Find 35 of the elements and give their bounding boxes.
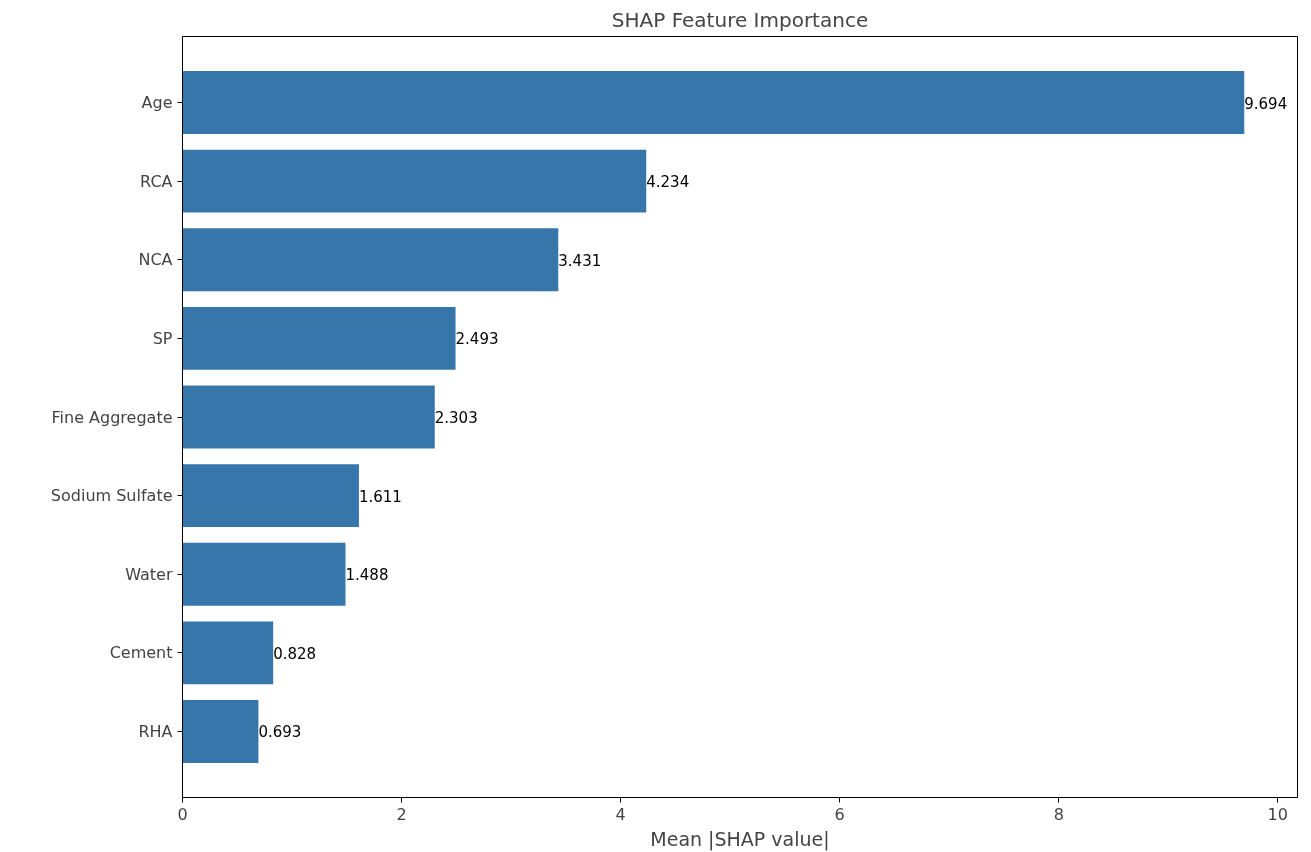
x-tick-label: 2 [396,804,407,824]
x-tick-label: 10 [1267,804,1288,824]
bar [182,700,259,763]
y-tick-label: NCA [138,250,173,270]
data-label: 2.493 [455,330,499,349]
bar [182,228,559,292]
bar [182,542,346,606]
data-label: 4.234 [646,173,690,192]
x-tick-label: 8 [1053,804,1064,824]
y-tick-label: RCA [140,171,173,191]
y-tick-label: Fine Aggregate [51,407,173,427]
bar [182,306,456,370]
data-label: 0.828 [273,644,317,663]
chart-title: SHAP Feature Importance [611,7,869,32]
bar [182,621,274,685]
y-tick-label: Age [141,93,173,113]
x-tick-label: 0 [177,804,188,824]
bar [182,385,435,449]
x-axis-title: Mean |SHAP value| [650,827,830,851]
data-label: 9.694 [1244,94,1288,113]
y-tick-label: SP [152,328,173,348]
y-tick-label: Sodium Sulfate [50,486,173,506]
data-label: 1.611 [358,487,402,506]
bar [182,71,1245,134]
y-tick-label: RHA [138,721,173,741]
data-label: 2.303 [434,409,478,427]
data-label: 0.693 [258,723,302,742]
y-tick-label: Cement [109,643,173,663]
bar [182,464,359,528]
x-tick-label: 6 [834,804,845,824]
data-label: 3.431 [558,251,602,270]
x-tick-label: 4 [615,804,626,824]
data-label: 1.488 [345,566,389,585]
y-tick-label: Water [125,564,173,584]
bar [182,149,647,213]
